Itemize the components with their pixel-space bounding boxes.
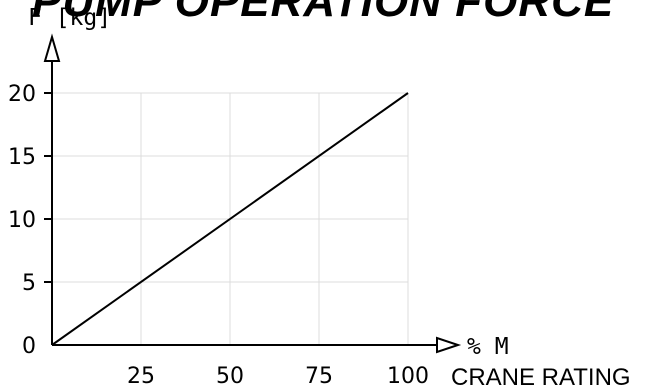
series (51, 92, 409, 346)
y-axis-arrow-icon (43, 33, 61, 62)
y-tick-label-5: 5 (22, 271, 36, 296)
y-tick-label-15: 15 (8, 145, 36, 170)
x-tick-label-50: 50 (216, 364, 244, 388)
x-axis-caption: CRANE RATING (451, 364, 631, 388)
x-axis-arrow-icon (436, 336, 462, 354)
x-axis-label: % M (467, 334, 509, 360)
y-tick-label-20: 20 (8, 82, 36, 107)
ticks: 25 50 75 100 0 5 10 15 20 (8, 82, 429, 388)
axes (43, 33, 462, 354)
y-tick-label-0: 0 (22, 334, 36, 359)
x-tick-label-25: 25 (127, 364, 155, 388)
chart-title: PUMP OPERATION FORCE (32, 0, 615, 26)
x-tick-label-75: 75 (305, 364, 333, 388)
x-tick-label-100: 100 (387, 364, 429, 388)
y-tick-label-10: 10 (8, 208, 36, 233)
y-axis-label: F [kg] (28, 5, 111, 31)
series-line-0 (51, 92, 409, 346)
